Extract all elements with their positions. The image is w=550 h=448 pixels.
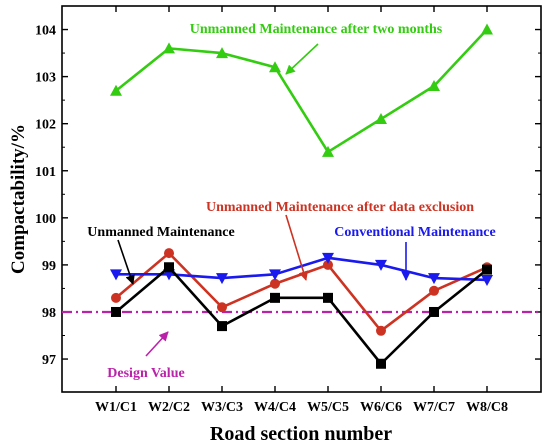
x-axis-title: Road section number — [210, 423, 392, 445]
data-point — [164, 248, 174, 259]
data-point — [110, 269, 122, 281]
y-tick-label: 102 — [35, 118, 56, 133]
x-tick-label: W4/C4 — [254, 400, 296, 415]
y-tick-label: 103 — [35, 71, 56, 86]
y-tick-label: 101 — [35, 165, 56, 180]
data-point — [111, 292, 121, 303]
arrow-unmanned — [117, 239, 135, 285]
y-tick-label: 99 — [42, 259, 56, 274]
arrow-two-months — [285, 43, 319, 75]
data-point — [322, 252, 334, 264]
data-point — [481, 23, 493, 35]
data-point — [269, 61, 281, 73]
data-point — [270, 292, 280, 303]
y-axis-title: Compactability/% — [8, 124, 29, 274]
arrow-design-value — [145, 331, 169, 357]
series-line — [115, 28, 488, 154]
x-tick-label: W2/C2 — [148, 400, 190, 415]
series-3 — [111, 262, 492, 369]
x-tick-label: W5/C5 — [307, 400, 349, 415]
data-point — [216, 273, 228, 285]
x-tick-label: W3/C3 — [201, 400, 243, 415]
data-point — [164, 262, 174, 273]
y-tick-label: 100 — [35, 212, 56, 227]
y-tick-label: 98 — [42, 306, 56, 321]
series-0 — [110, 23, 493, 157]
annotation-data-exclusion: Unmanned Maintenance after data exclusio… — [206, 200, 474, 215]
data-point — [110, 84, 122, 96]
data-point — [216, 47, 228, 59]
plot-frame — [61, 5, 542, 393]
annotation-unmanned: Unmanned Maintenance — [87, 225, 234, 240]
data-point — [429, 285, 439, 296]
data-point — [270, 278, 280, 289]
data-point — [163, 42, 175, 54]
data-point — [481, 274, 493, 286]
annotation-conventional: Conventional Maintenance — [334, 225, 495, 240]
data-point — [429, 306, 439, 317]
annotation-two-months: Unmanned Maintenance after two months — [190, 22, 443, 37]
arrow-data-exclusion — [285, 214, 309, 281]
data-point — [323, 292, 333, 303]
series-layer — [110, 23, 493, 369]
data-point — [482, 264, 492, 275]
data-point — [323, 259, 333, 270]
annotation-design-value: Design Value — [107, 366, 184, 381]
data-point — [376, 325, 386, 336]
data-point — [269, 269, 281, 281]
data-point — [375, 259, 387, 271]
x-tick-label: W8/C8 — [466, 400, 508, 415]
data-point — [322, 145, 334, 157]
y-axis-ticks: 97 98 99 100 101 102 103 104 — [35, 24, 541, 368]
data-point — [428, 273, 440, 285]
x-tick-label: W1/C1 — [95, 400, 137, 415]
series-1 — [111, 248, 492, 336]
y-tick-label: 104 — [35, 24, 56, 39]
series-line — [115, 265, 488, 366]
data-point — [376, 358, 386, 369]
data-point — [217, 321, 227, 332]
data-point — [111, 306, 121, 317]
x-tick-label: W7/C7 — [413, 400, 455, 415]
data-point — [428, 80, 440, 92]
y-tick-label: 97 — [42, 353, 56, 368]
data-point — [375, 112, 387, 124]
x-tick-label: W6/C6 — [360, 400, 402, 415]
data-point — [217, 302, 227, 313]
x-axis-ticks: W1/C1 W2/C2 W3/C3 W4/C4 W5/C5 W6/C6 W7/C7 W8/C8 — [95, 6, 508, 415]
